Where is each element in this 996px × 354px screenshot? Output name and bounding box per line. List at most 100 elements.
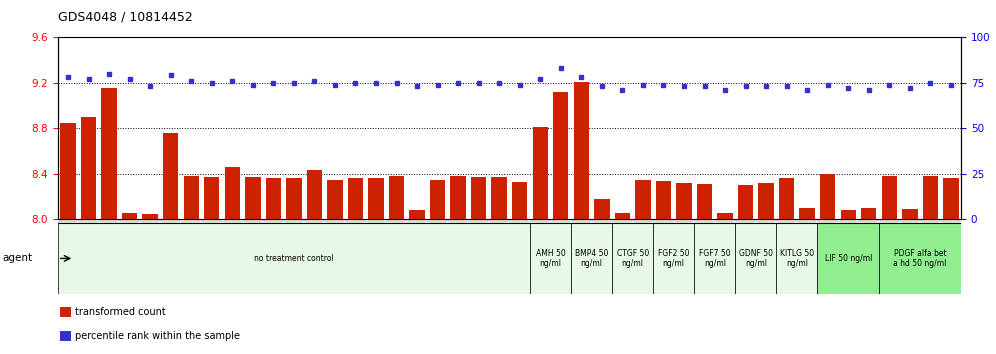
Text: GSM509258: GSM509258	[558, 223, 564, 263]
Text: GSM510052: GSM510052	[681, 223, 687, 263]
Bar	[635, 179, 650, 219]
Bar	[61, 122, 76, 219]
Bar	[122, 213, 137, 219]
Text: GSM510047: GSM510047	[517, 223, 523, 263]
Bar	[574, 82, 589, 219]
Bar	[245, 177, 261, 219]
Text: GSM510032: GSM510032	[209, 223, 215, 263]
Bar	[409, 210, 424, 219]
Text: no treatment control: no treatment control	[254, 254, 334, 263]
Bar	[655, 181, 671, 219]
Text: GSM510033: GSM510033	[229, 223, 235, 263]
Bar	[388, 176, 404, 219]
Bar	[818, 223, 879, 294]
Bar	[818, 219, 838, 289]
Text: GSM510034: GSM510034	[250, 223, 256, 263]
Text: GSM510049: GSM510049	[743, 223, 749, 263]
Bar	[800, 208, 815, 219]
Bar	[673, 219, 694, 289]
Text: GSM510044: GSM510044	[455, 223, 461, 263]
Bar	[263, 219, 284, 289]
Bar	[613, 219, 632, 289]
Bar	[142, 214, 157, 219]
Bar	[266, 178, 281, 219]
Bar	[348, 178, 364, 219]
Bar	[779, 178, 795, 219]
Bar	[571, 219, 592, 289]
Bar	[139, 219, 160, 289]
Text: GSM510053: GSM510053	[701, 223, 707, 263]
Bar	[776, 219, 797, 289]
Bar	[881, 176, 897, 219]
Text: GSM510065: GSM510065	[639, 223, 646, 263]
Bar	[758, 183, 774, 219]
Bar	[181, 219, 201, 289]
Text: GSM510039: GSM510039	[353, 223, 359, 263]
Bar	[820, 174, 836, 219]
Text: GSM510030: GSM510030	[167, 223, 173, 263]
Bar	[694, 223, 735, 294]
Bar	[838, 219, 859, 289]
Bar	[879, 219, 899, 289]
Bar	[450, 176, 466, 219]
Text: GSM510057: GSM510057	[846, 223, 852, 263]
Bar	[386, 219, 406, 289]
Bar	[694, 219, 715, 289]
Text: GSM510041: GSM510041	[393, 223, 399, 263]
Bar	[613, 223, 653, 294]
Bar	[735, 223, 776, 294]
Bar	[79, 219, 99, 289]
Bar	[183, 176, 199, 219]
Bar	[676, 183, 691, 219]
Text: GSM510059: GSM510059	[886, 223, 892, 263]
Bar	[735, 219, 756, 289]
Bar	[717, 213, 733, 219]
Text: GSM510055: GSM510055	[804, 223, 810, 263]
Bar	[160, 219, 181, 289]
Bar	[284, 219, 304, 289]
Bar	[738, 185, 753, 219]
Bar	[448, 219, 468, 289]
Bar	[530, 223, 571, 294]
Bar	[530, 219, 551, 289]
Bar	[427, 219, 448, 289]
Text: GSM510042: GSM510042	[414, 223, 420, 263]
Text: GSM510029: GSM510029	[147, 223, 153, 263]
Text: GSM510045: GSM510045	[476, 223, 482, 263]
Bar	[369, 178, 383, 219]
Bar	[286, 178, 302, 219]
Bar	[653, 223, 694, 294]
Text: FGF7 50
ng/ml: FGF7 50 ng/ml	[699, 249, 731, 268]
Text: BMP4 50
ng/ml: BMP4 50 ng/ml	[575, 249, 609, 268]
Text: GDS4048 / 10814452: GDS4048 / 10814452	[58, 11, 192, 24]
Text: GDNF 50
ng/ml: GDNF 50 ng/ml	[739, 249, 773, 268]
Text: KITLG 50
ng/ml: KITLG 50 ng/ml	[780, 249, 814, 268]
Text: transformed count: transformed count	[75, 307, 165, 317]
Text: GSM510040: GSM510040	[373, 223, 379, 263]
Text: GSM510048: GSM510048	[722, 223, 728, 263]
Text: LIF 50 ng/ml: LIF 50 ng/ml	[825, 254, 872, 263]
Text: GSM510056: GSM510056	[825, 223, 831, 263]
Bar	[902, 209, 917, 219]
Text: GSM510037: GSM510037	[312, 223, 318, 263]
Text: GSM510061: GSM510061	[927, 223, 933, 263]
Bar	[859, 219, 879, 289]
Bar	[551, 219, 571, 289]
Text: GSM510031: GSM510031	[188, 223, 194, 263]
Text: GSM509255: GSM509255	[86, 223, 92, 263]
Text: GSM509254: GSM509254	[65, 223, 71, 263]
Bar	[489, 219, 510, 289]
Text: GSM510051: GSM510051	[660, 223, 666, 263]
Text: PDGF alfa bet
a hd 50 ng/ml: PDGF alfa bet a hd 50 ng/ml	[893, 249, 947, 268]
Text: GSM510038: GSM510038	[332, 223, 338, 263]
Text: GSM509256: GSM509256	[107, 223, 113, 263]
Bar	[715, 219, 735, 289]
Bar	[366, 219, 386, 289]
Text: percentile rank within the sample: percentile rank within the sample	[75, 331, 240, 341]
Bar	[756, 219, 776, 289]
Text: GSM510058: GSM510058	[866, 223, 872, 263]
Bar	[307, 171, 322, 219]
Bar	[592, 219, 613, 289]
Bar	[510, 219, 530, 289]
Text: GSM509259: GSM509259	[579, 223, 585, 263]
